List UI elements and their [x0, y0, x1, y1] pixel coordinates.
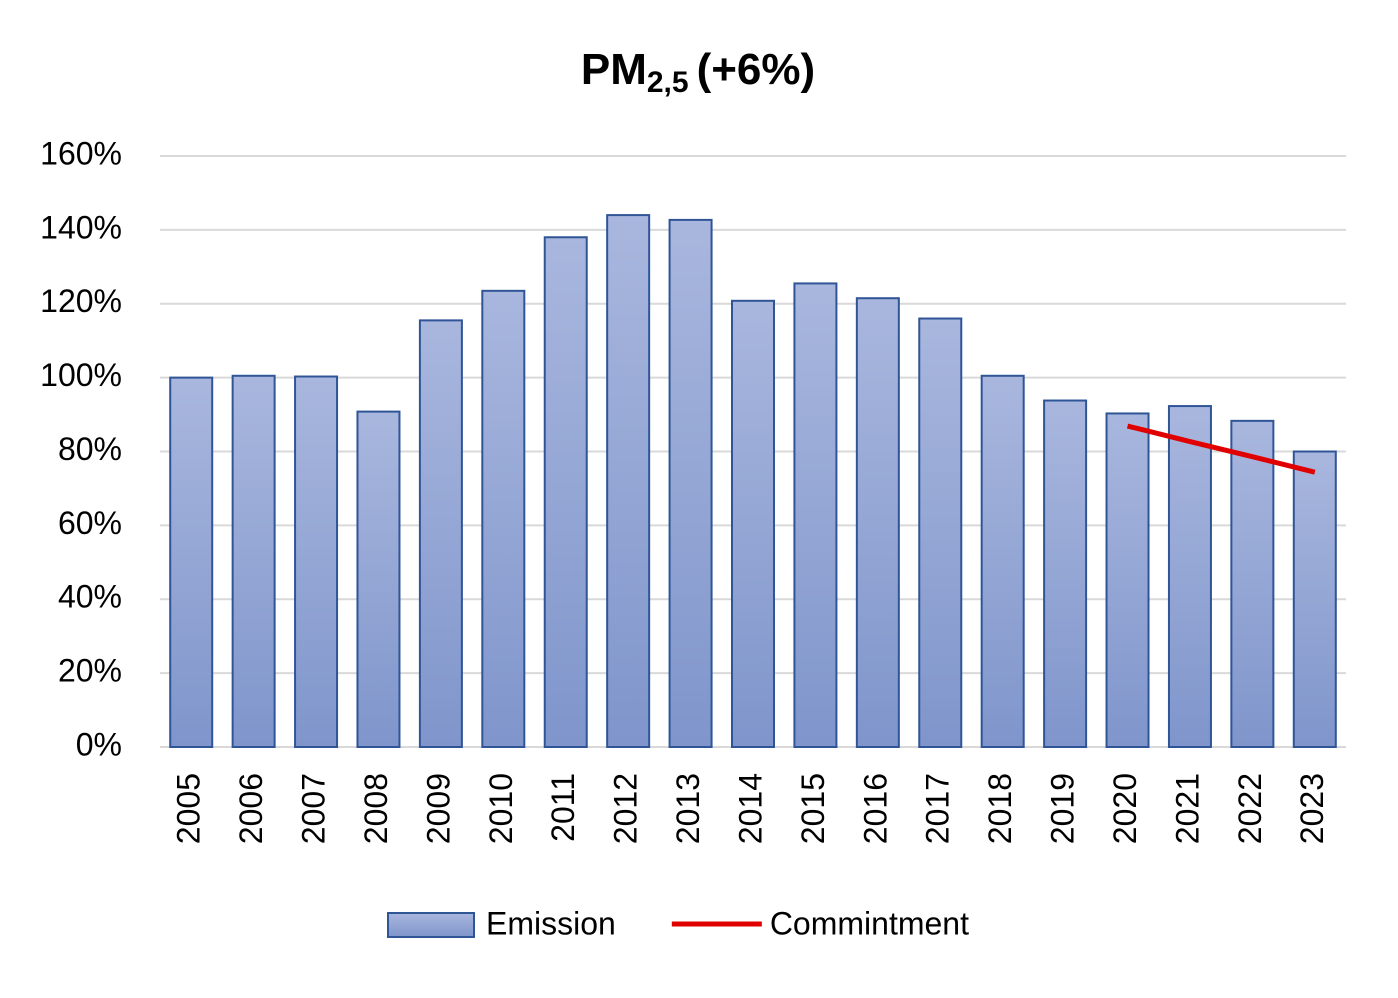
x-tick-label: 2011 — [545, 773, 581, 842]
y-tick-label: 80% — [58, 431, 122, 467]
x-tick-label: 2020 — [1107, 773, 1143, 844]
legend-label: Commintment — [770, 905, 969, 941]
bar — [731, 299, 775, 748]
bar — [481, 289, 526, 748]
x-tick-label: 2014 — [732, 773, 768, 844]
bar — [606, 214, 651, 749]
x-tick-label: 2005 — [171, 773, 207, 844]
x-tick-label: 2013 — [670, 773, 706, 844]
bar — [356, 410, 401, 748]
y-tick-label: 60% — [58, 505, 122, 541]
bar — [1043, 399, 1088, 748]
bar — [918, 317, 963, 748]
x-tick-label: 2015 — [795, 773, 831, 844]
x-tick-label: 2017 — [920, 773, 956, 844]
y-tick-label: 120% — [40, 283, 122, 319]
x-tick-label: 2018 — [982, 773, 1018, 844]
x-tick-label: 2007 — [296, 773, 332, 844]
bar — [980, 374, 1025, 748]
bar — [1230, 419, 1275, 748]
bar — [855, 297, 900, 748]
legend-swatch — [387, 912, 475, 938]
y-tick-label: 40% — [58, 579, 122, 615]
bar — [543, 236, 588, 748]
y-tick-label: 100% — [40, 357, 122, 393]
x-tick-label: 2023 — [1294, 773, 1330, 844]
bar — [294, 375, 339, 748]
y-tick-label: 0% — [76, 726, 122, 762]
x-tick-label: 2006 — [233, 773, 269, 844]
line — [1126, 423, 1316, 475]
x-tick-label: 2012 — [608, 773, 644, 844]
legend-label: Emission — [486, 905, 616, 941]
y-tick-label: 140% — [40, 209, 122, 245]
bar — [231, 374, 276, 748]
y-tick-label: 20% — [58, 653, 122, 689]
x-tick-label: 2016 — [857, 773, 893, 844]
x-tick-label: 2008 — [358, 773, 394, 844]
x-tick-label: 2019 — [1045, 773, 1081, 844]
title-main: PM — [581, 45, 647, 94]
chart-title: PM2,5 (+6%) — [581, 45, 815, 99]
x-tick-label: 2022 — [1232, 773, 1268, 844]
bar — [418, 319, 463, 748]
y-tick-label: 160% — [40, 135, 122, 171]
title-suffix: (+6%) — [697, 45, 816, 94]
bar — [668, 218, 713, 749]
x-tick-label: 2021 — [1169, 773, 1205, 844]
title-subscript: 2,5 — [647, 66, 689, 99]
x-tick-label: 2010 — [483, 773, 519, 844]
bar — [1105, 412, 1150, 748]
bar — [1167, 405, 1212, 748]
bar — [793, 282, 838, 748]
x-tick-label: 2009 — [420, 773, 456, 844]
bar — [169, 376, 214, 748]
bar — [1292, 450, 1337, 748]
